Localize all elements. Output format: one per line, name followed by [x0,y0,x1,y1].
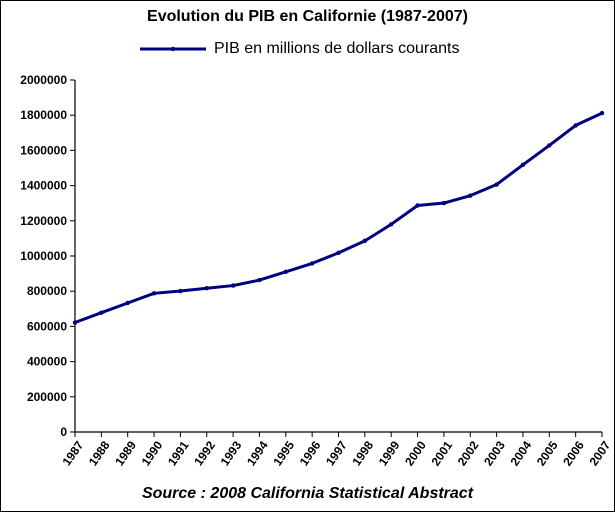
x-tick-label: 1997 [323,438,350,468]
x-tick-label: 2001 [428,438,455,468]
x-tick-label: 2000 [402,438,429,468]
x-tick-label: 1993 [218,438,245,468]
data-point [151,291,157,296]
x-tick-label: 1987 [60,438,87,468]
x-tick-label: 1996 [297,438,324,468]
x-tick-label: 2003 [481,438,508,468]
x-tick-label: 1998 [349,438,376,468]
y-tick-label: 1000000 [20,249,67,263]
x-tick-label: 1994 [244,438,271,468]
x-tick-label: 1999 [376,438,403,468]
x-tick-label: 1991 [165,438,192,468]
x-tick-label: 1989 [112,438,139,468]
x-tick-label: 1988 [86,438,113,468]
chart-title: Evolution du PIB en Californie (1987-200… [147,8,468,25]
y-tick-label: 1600000 [20,143,67,157]
data-point [283,269,288,275]
x-tick-label: 2007 [587,438,614,468]
data-point [494,182,499,187]
x-tick-label: 2005 [534,438,561,468]
data-point [336,250,341,256]
x-tick-label: 2006 [560,438,587,468]
x-tick-label: 1992 [191,438,218,468]
data-point [125,300,130,306]
x-tick-label: 1990 [139,438,166,468]
data-point [257,277,262,283]
y-tick-label: 1800000 [20,108,67,122]
legend-label: PIB en millions de dollars courants [214,40,460,57]
y-tick-label: 200000 [27,390,67,404]
data-point [520,162,526,168]
data-point [230,283,236,288]
x-tick-label: 2002 [455,438,482,468]
data-point [468,193,473,198]
y-tick-label: 1400000 [20,179,67,193]
data-point [599,110,605,116]
x-tick-label: 2004 [508,438,535,468]
chart-legend: PIB en millions de dollars courants [140,40,459,58]
data-point [204,286,209,291]
x-tick-label: 1995 [270,438,297,468]
series-line [73,111,604,325]
data-point [441,200,447,206]
data-point [547,143,552,148]
y-tick-label: 400000 [27,355,67,369]
y-tick-label: 0 [60,425,67,439]
data-point [309,261,315,266]
data-point [415,203,420,208]
legend-line-icon [140,46,206,52]
y-tick-label: 600000 [27,319,67,333]
data-point [72,320,78,325]
chart-source: Source : 2008 California Statistical Abs… [141,485,474,502]
data-point [362,238,368,244]
y-tick-label: 1200000 [20,214,67,228]
data-point [99,310,104,315]
y-tick-label: 800000 [27,284,67,298]
y-tick-label: 2000000 [20,73,67,87]
data-point [389,222,394,227]
data-point [178,288,183,294]
data-point [573,123,578,128]
